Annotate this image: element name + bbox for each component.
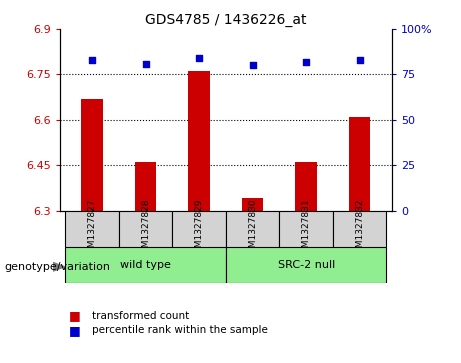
- Text: SRC-2 null: SRC-2 null: [278, 260, 335, 270]
- Bar: [349, 117, 371, 211]
- Text: GSM1327829: GSM1327829: [195, 199, 204, 259]
- Point: [142, 61, 149, 66]
- Point: [356, 57, 363, 63]
- Polygon shape: [53, 262, 65, 271]
- Text: GSM1327827: GSM1327827: [88, 199, 96, 259]
- Text: wild type: wild type: [120, 260, 171, 270]
- Text: genotype/variation: genotype/variation: [5, 262, 111, 272]
- Text: GSM1327831: GSM1327831: [301, 198, 311, 259]
- Text: ■: ■: [69, 309, 81, 322]
- FancyBboxPatch shape: [226, 211, 279, 247]
- FancyBboxPatch shape: [226, 247, 386, 283]
- Text: GSM1327832: GSM1327832: [355, 199, 364, 259]
- Bar: [242, 199, 263, 211]
- FancyBboxPatch shape: [333, 211, 386, 247]
- Point: [89, 57, 96, 63]
- Text: GSM1327828: GSM1327828: [141, 199, 150, 259]
- Bar: [135, 162, 156, 211]
- Bar: [81, 99, 103, 211]
- Text: percentile rank within the sample: percentile rank within the sample: [92, 325, 268, 335]
- Point: [302, 59, 310, 65]
- Text: ■: ■: [69, 324, 81, 337]
- FancyBboxPatch shape: [65, 211, 119, 247]
- FancyBboxPatch shape: [119, 211, 172, 247]
- Text: transformed count: transformed count: [92, 311, 189, 321]
- FancyBboxPatch shape: [172, 211, 226, 247]
- Point: [249, 62, 256, 68]
- FancyBboxPatch shape: [279, 211, 333, 247]
- Text: GSM1327830: GSM1327830: [248, 198, 257, 259]
- Title: GDS4785 / 1436226_at: GDS4785 / 1436226_at: [145, 13, 307, 26]
- Point: [195, 55, 203, 61]
- Bar: [189, 72, 210, 211]
- Bar: [296, 162, 317, 211]
- FancyBboxPatch shape: [65, 247, 226, 283]
